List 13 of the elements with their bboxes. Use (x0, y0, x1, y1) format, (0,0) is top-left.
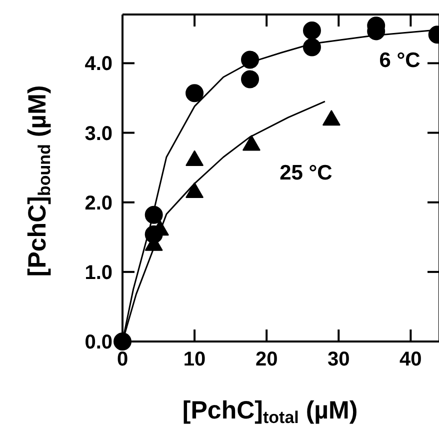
y-tick-label: 2.0 (84, 192, 113, 214)
x-tick-label: 10 (183, 348, 206, 370)
legend-label: 6 °C (379, 48, 420, 72)
y-axis-title: [PchC]bound (µM) (24, 85, 54, 277)
y-tick-label: 0.0 (84, 332, 113, 354)
y-tick-label: 3.0 (84, 122, 113, 145)
y-tick-label: 1.0 (84, 262, 113, 284)
x-tick-label: 0 (116, 348, 128, 370)
x-tick-label: 30 (328, 348, 350, 370)
x-tick-label: 20 (255, 348, 278, 370)
y-tick-label: 4.0 (84, 53, 113, 76)
series-label: 25 °C (280, 161, 332, 184)
x-tick-label: 40 (400, 348, 422, 370)
